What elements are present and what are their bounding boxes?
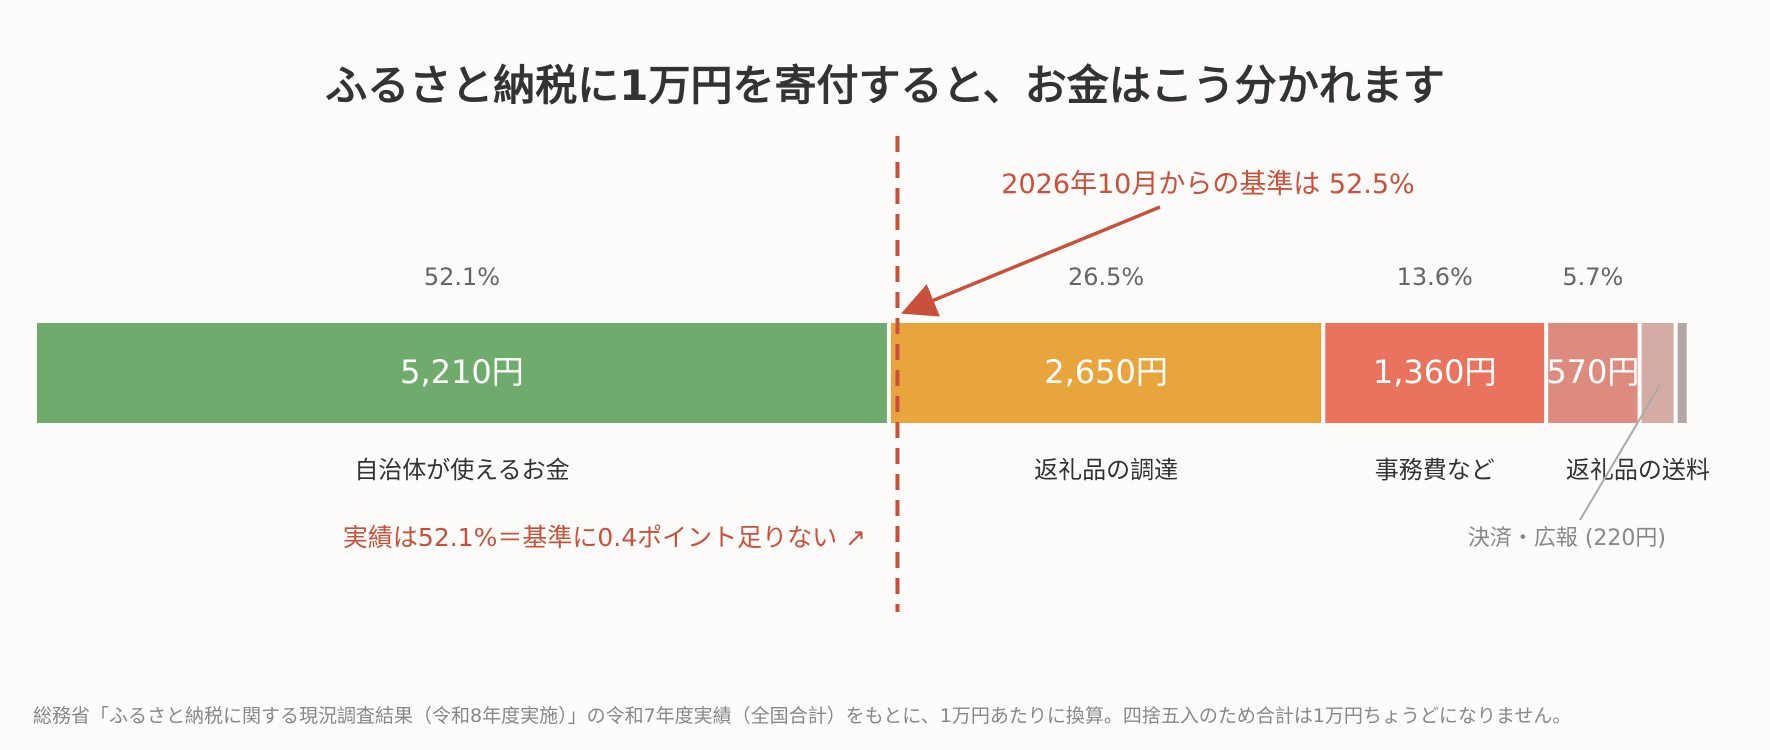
value-label-2: 1,360円 (1373, 353, 1497, 391)
percent-label-1: 26.5% (1068, 263, 1144, 291)
small-segment-leader-line (1579, 384, 1661, 521)
category-label-1: 返礼品の調達 (1034, 456, 1178, 484)
value-label-0: 5,210円 (400, 353, 524, 391)
category-label-2: 事務費など (1375, 456, 1495, 484)
footnote: 総務省「ふるさと納税に関する現況調査結果（令和8年度実施）」の令和7年度実績（全… (33, 705, 1571, 727)
percent-label-0: 52.1% (424, 263, 500, 291)
bar-segment-2 (1325, 323, 1545, 423)
bar-segment-0 (37, 323, 887, 423)
percent-label-2: 13.6% (1397, 263, 1473, 291)
small-segment-annotation: 決済・広報 (220円) (1468, 526, 1666, 551)
percent-label-3: 5.7% (1562, 263, 1623, 291)
bar-group (37, 323, 1687, 423)
chart-title: ふるさと納税に1万円を寄付すると、お金はこう分かれます (325, 61, 1445, 110)
value-label-3: 570円 (1546, 353, 1639, 391)
bar-segment-1 (890, 323, 1322, 423)
category-label-3: 返礼品の送料 (1566, 456, 1710, 484)
category-label-0: 自治体が使えるお金 (354, 456, 569, 484)
reference-line-label: 2026年10月からの基準は 52.5% (1001, 169, 1414, 200)
shortfall-annotation: 実績は52.1%＝基準に0.4ポイント足りない ↗ (343, 523, 866, 552)
value-label-1: 2,650円 (1044, 353, 1168, 391)
reference-arrow (900, 205, 1161, 317)
bar-segment-5 (1677, 323, 1687, 423)
bar-segment-3 (1548, 323, 1638, 423)
